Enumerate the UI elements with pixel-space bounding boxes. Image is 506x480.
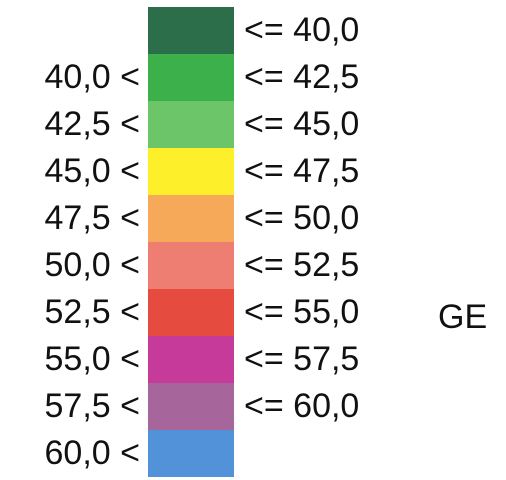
legend-row: 55,0 < <= 57,5	[0, 336, 506, 383]
legend-row: <= 40,0	[0, 7, 506, 54]
legend-swatch	[148, 101, 234, 148]
legend-upper-bound: <= 42,5	[244, 58, 360, 96]
legend-upper-bound: <= 60,0	[244, 387, 360, 425]
legend-lower-bound: 57,5 <	[44, 387, 140, 425]
legend-swatch	[148, 7, 234, 54]
legend-lower-bound: 40,0 <	[44, 58, 140, 96]
legend-upper-bound: <= 45,0	[244, 105, 360, 143]
legend-lower-bound: 50,0 <	[44, 246, 140, 284]
legend-upper-bound: <= 52,5	[244, 246, 360, 284]
legend-lower-bound: 60,0 <	[44, 434, 140, 472]
legend-upper-bound: <= 57,5	[244, 340, 360, 378]
legend-swatch	[148, 430, 234, 477]
legend-swatch	[148, 195, 234, 242]
legend-swatch	[148, 336, 234, 383]
legend-lower-bound: 52,5 <	[44, 293, 140, 331]
legend-swatch	[148, 242, 234, 289]
legend-lower-bound: 55,0 <	[44, 340, 140, 378]
legend-upper-bound: <= 40,0	[244, 11, 360, 49]
legend-swatch	[148, 383, 234, 430]
legend-row: 40,0 < <= 42,5	[0, 54, 506, 101]
legend-upper-bound: <= 47,5	[244, 152, 360, 190]
legend-row: 57,5 < <= 60,0	[0, 383, 506, 430]
legend-upper-bound: <= 50,0	[244, 199, 360, 237]
legend-row: 42,5 < <= 45,0	[0, 101, 506, 148]
legend-swatch	[148, 289, 234, 336]
legend-lower-bound: 45,0 <	[44, 152, 140, 190]
unit-label: GE	[438, 298, 488, 336]
legend-row: 47,5 < <= 50,0	[0, 195, 506, 242]
legend-row: 52,5 < <= 55,0	[0, 289, 506, 336]
legend-row: 60,0 <	[0, 430, 506, 477]
legend-row: 50,0 < <= 52,5	[0, 242, 506, 289]
legend-swatch	[148, 54, 234, 101]
legend-row: 45,0 < <= 47,5	[0, 148, 506, 195]
legend-lower-bound: 42,5 <	[44, 105, 140, 143]
legend-lower-bound: 47,5 <	[44, 199, 140, 237]
legend-upper-bound: <= 55,0	[244, 293, 360, 331]
legend-swatch	[148, 148, 234, 195]
